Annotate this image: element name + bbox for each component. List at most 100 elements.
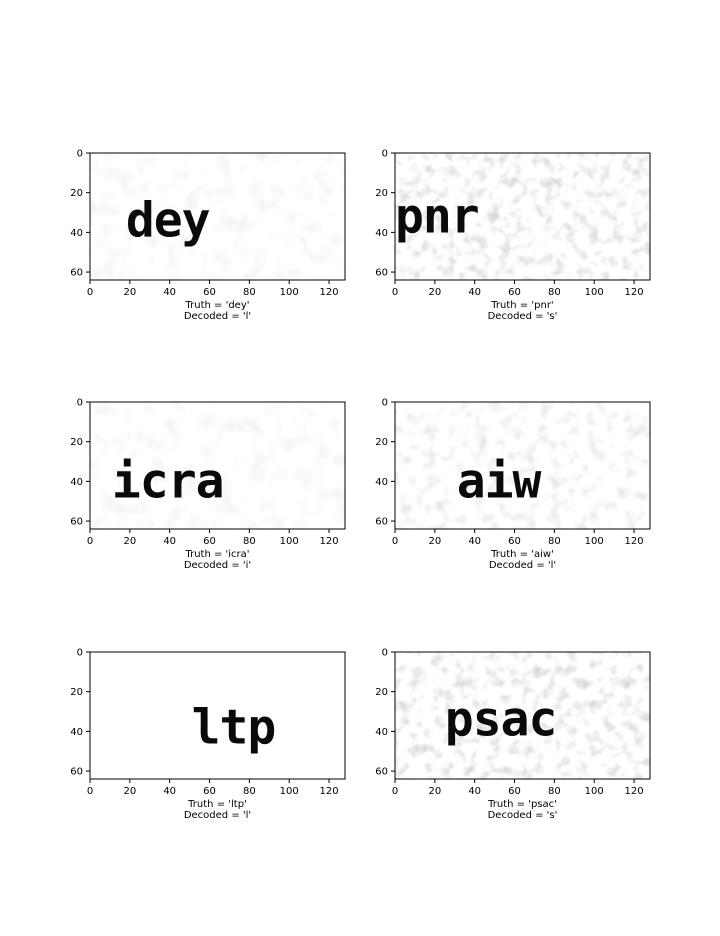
x-tick-label: 20	[428, 786, 441, 797]
truth-label: Truth = 'psac'	[487, 799, 557, 810]
truth-label: Truth = 'ltp'	[187, 799, 247, 810]
y-tick-label: 60	[375, 268, 388, 279]
y-tick-label: 20	[70, 687, 83, 698]
y-tick-label: 0	[382, 149, 388, 160]
image-background	[90, 652, 345, 779]
x-tick-label: 20	[123, 536, 136, 547]
image-word: dey	[126, 192, 210, 248]
decoded-label: Decoded = 's'	[488, 810, 558, 821]
x-tick-label: 100	[280, 287, 299, 298]
x-tick-label: 0	[392, 287, 398, 298]
y-tick-label: 0	[382, 648, 388, 659]
x-tick-label: 120	[320, 536, 339, 547]
x-tick-label: 20	[123, 287, 136, 298]
y-tick-label: 20	[70, 437, 83, 448]
y-tick-label: 60	[70, 517, 83, 528]
axes-frame	[89, 651, 346, 780]
x-tick-label: 20	[428, 536, 441, 547]
x-tick-label: 80	[548, 287, 561, 298]
y-tick-label: 60	[375, 767, 388, 778]
truth-label: Truth = 'aiw'	[490, 549, 554, 560]
image-word: psac	[445, 691, 557, 747]
image-word: pnr	[395, 188, 479, 244]
y-tick-label: 0	[77, 648, 83, 659]
x-tick-label: 40	[163, 287, 176, 298]
truth-label: Truth = 'icra'	[184, 549, 249, 560]
image-noise	[90, 153, 345, 280]
x-tick-label: 60	[508, 536, 521, 547]
x-tick-label: 20	[428, 287, 441, 298]
subplot-4: aiw 0 20 40 60 80 100 120 0 20 40 60 Truth = 'aiw'De…	[375, 398, 651, 571]
axes-frame	[394, 651, 651, 780]
x-tick-label: 40	[468, 287, 481, 298]
axes-frame	[394, 401, 651, 530]
y-tick-label: 60	[70, 268, 83, 279]
axes-frame	[89, 152, 346, 281]
decoded-label: Decoded = 'l'	[184, 810, 251, 821]
y-tick-label: 0	[382, 398, 388, 409]
decoded-label: Decoded = 'l'	[489, 560, 556, 571]
x-tick-label: 80	[548, 786, 561, 797]
x-tick-label: 120	[320, 786, 339, 797]
x-tick-label: 60	[203, 536, 216, 547]
x-tick-label: 40	[163, 786, 176, 797]
x-tick-label: 60	[508, 786, 521, 797]
x-tick-label: 80	[548, 536, 561, 547]
x-tick-label: 40	[468, 786, 481, 797]
y-tick-label: 0	[77, 149, 83, 160]
x-tick-label: 20	[123, 786, 136, 797]
x-tick-label: 60	[203, 786, 216, 797]
x-tick-label: 100	[280, 786, 299, 797]
x-tick-label: 100	[585, 536, 604, 547]
decoded-label: Decoded = 's'	[488, 311, 558, 322]
x-tick-label: 100	[280, 536, 299, 547]
y-tick-label: 60	[375, 517, 388, 528]
axes-frame	[394, 152, 651, 281]
y-tick-label: 40	[375, 477, 388, 488]
x-tick-label: 40	[468, 536, 481, 547]
x-tick-label: 0	[87, 786, 93, 797]
truth-label: Truth = 'dey'	[185, 300, 250, 311]
x-tick-label: 0	[87, 536, 93, 547]
subplot-2: pnr 0 20 40 60 80 100 120 0 20 40 60 Truth = 'pnr'De…	[375, 149, 651, 322]
decoded-label: Decoded = 'l'	[184, 311, 251, 322]
x-tick-label: 120	[625, 536, 644, 547]
subplot-1: dey 0 20 40 60 80 100 120 0 20 40 60 Truth = 'dey'De…	[70, 149, 346, 322]
subplot-6: psac 0 20 40 60 80 100 120 0 20 40 60 Truth = 'psac'…	[375, 648, 651, 821]
y-tick-label: 40	[70, 228, 83, 239]
x-tick-label: 100	[585, 287, 604, 298]
y-tick-label: 40	[70, 727, 83, 738]
x-tick-label: 80	[243, 287, 256, 298]
image-word: icra	[112, 453, 224, 509]
image-noise	[90, 402, 345, 529]
y-tick-label: 20	[375, 687, 388, 698]
image-noise	[395, 652, 650, 779]
y-tick-label: 40	[375, 727, 388, 738]
x-tick-label: 100	[585, 786, 604, 797]
x-tick-label: 0	[392, 786, 398, 797]
x-tick-label: 60	[508, 287, 521, 298]
y-tick-label: 0	[77, 398, 83, 409]
y-tick-label: 60	[70, 767, 83, 778]
x-tick-label: 80	[243, 786, 256, 797]
x-tick-label: 60	[203, 287, 216, 298]
image-noise	[395, 153, 650, 280]
x-tick-label: 120	[625, 786, 644, 797]
x-tick-label: 0	[87, 287, 93, 298]
truth-label: Truth = 'pnr'	[490, 300, 553, 311]
y-tick-label: 40	[70, 477, 83, 488]
x-tick-label: 0	[392, 536, 398, 547]
y-tick-label: 40	[375, 228, 388, 239]
image-word: ltp	[192, 699, 276, 755]
y-tick-label: 20	[70, 188, 83, 199]
subplot-5: ltp 0 20 40 60 80 100 120 0 20 40 60 Truth = 'ltp'De…	[70, 648, 346, 821]
image-word: aiw	[457, 453, 542, 509]
y-tick-label: 20	[375, 188, 388, 199]
image-noise	[395, 402, 650, 529]
x-tick-label: 80	[243, 536, 256, 547]
x-tick-label: 120	[625, 287, 644, 298]
x-tick-label: 120	[320, 287, 339, 298]
x-tick-label: 40	[163, 536, 176, 547]
decoded-label: Decoded = 'i'	[184, 560, 251, 571]
